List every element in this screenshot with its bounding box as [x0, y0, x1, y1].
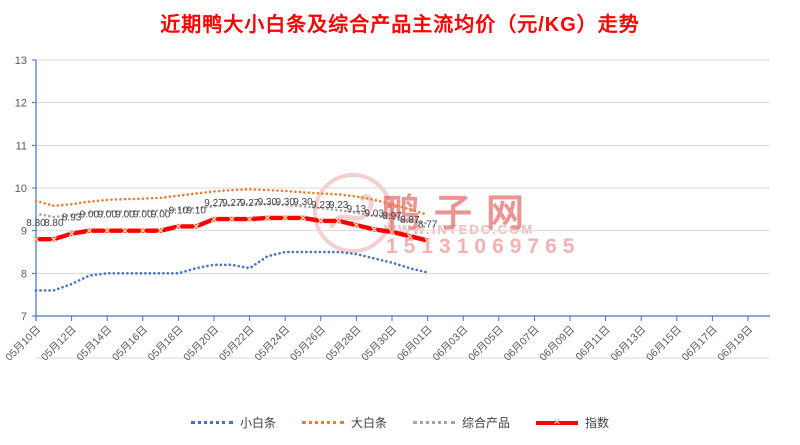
y-tick-label: 8 — [21, 268, 27, 280]
x-marker-icon — [175, 223, 182, 230]
data-label: 8.80 — [44, 218, 64, 229]
x-marker-icon — [228, 216, 235, 223]
y-tick-label: 7 — [21, 311, 27, 323]
y-tick-label: 13 — [15, 55, 27, 67]
legend-item-zong-he-chan-pin: 综合产品 — [413, 414, 510, 431]
data-label: 9.27 — [222, 198, 242, 209]
x-marker-icon — [139, 227, 146, 234]
data-label: 8.80 — [26, 218, 46, 229]
legend-label: 小白条 — [239, 416, 276, 430]
x-marker-icon — [299, 214, 307, 221]
x-marker-icon — [335, 217, 342, 224]
x-marker-icon — [210, 216, 218, 223]
data-label: 9.00 — [80, 210, 100, 221]
watermark-duck-logo-icon — [313, 173, 393, 253]
x-marker-icon — [282, 214, 289, 221]
data-label: 9.13 — [347, 204, 367, 215]
x-marker-icon — [424, 237, 431, 244]
watermark-brand: 鸭子网 — [382, 193, 539, 235]
data-label: 9.23 — [329, 200, 349, 211]
x-marker-icon — [193, 223, 200, 230]
watermark-phone: 15131069765 — [386, 235, 581, 258]
y-tick-label: 10 — [15, 183, 27, 195]
data-label: 9.00 — [133, 210, 153, 221]
legend-swatch-zong-he-chan-pin — [413, 421, 455, 424]
data-label: 9.00 — [97, 210, 117, 221]
legend-label: 指数 — [585, 416, 610, 430]
data-label: 9.00 — [151, 210, 171, 221]
data-label: 9.03 — [364, 208, 384, 219]
y-tick-label: 12 — [15, 98, 27, 110]
data-label: 9.00 — [115, 210, 135, 221]
legend-label: 大白条 — [350, 416, 387, 430]
x-marker-icon — [68, 230, 75, 237]
x-marker-icon — [388, 228, 396, 236]
legend-item-da-bai-tiao: 大白条 — [301, 414, 387, 431]
series-line-xiao-bai-tiao — [34, 250, 429, 292]
legend-swatch-da-bai-tiao — [301, 421, 344, 424]
data-label: 9.23 — [311, 200, 331, 211]
x-marker-icon — [406, 233, 413, 240]
legend-item-zhi-shu: × 指数 — [536, 414, 609, 431]
data-label: 8.93 — [62, 213, 82, 224]
x-marker-icon — [86, 227, 93, 234]
x-marker-icon — [104, 227, 111, 234]
x-marker-icon — [317, 217, 324, 224]
x-marker-icon — [121, 227, 129, 234]
x-marker-icon — [32, 236, 40, 243]
legend: 小白条 大白条 综合产品 × 指数 — [0, 414, 800, 431]
x-marker-icon — [246, 216, 253, 223]
x-marker-icon — [264, 214, 271, 221]
data-label: 9.10 — [169, 205, 189, 216]
data-label: 8.77 — [418, 219, 438, 230]
chart-title: 近期鸭大小白条及综合产品主流均价（元/KG）走势 — [160, 14, 640, 36]
x-marker-icon — [50, 236, 57, 243]
data-label: 9.27 — [240, 198, 260, 209]
series-line-da-bai-tiao — [34, 187, 429, 217]
x-marker-icon — [353, 221, 360, 229]
legend-item-xiao-bai-tiao: 小白条 — [190, 414, 276, 431]
series-line-zhi-shu — [36, 215, 429, 243]
data-label: 9.30 — [293, 197, 313, 208]
legend-x-marker-icon: × — [553, 415, 561, 428]
legend-swatch-xiao-bai-tiao — [190, 421, 233, 424]
x-marker-icon — [371, 226, 378, 233]
data-label: 9.30 — [275, 197, 295, 208]
y-tick-label: 9 — [21, 226, 27, 238]
data-label: 8.87 — [400, 215, 420, 226]
x-marker-icon — [157, 227, 164, 234]
data-label: 9.27 — [204, 198, 224, 209]
x-tick-label: 06月11日 — [573, 324, 612, 363]
watermark-site: WWW.INTEDC.COM — [384, 222, 535, 237]
series-line-zong-he-chan-pin — [34, 202, 429, 225]
legend-swatch-zhi-shu: × — [536, 416, 579, 427]
data-label: 9.30 — [258, 197, 278, 208]
data-label: 9.10 — [186, 205, 206, 216]
data-label: 8.97 — [382, 211, 402, 222]
y-tick-label: 11 — [16, 140, 27, 152]
legend-label: 综合产品 — [462, 416, 511, 430]
